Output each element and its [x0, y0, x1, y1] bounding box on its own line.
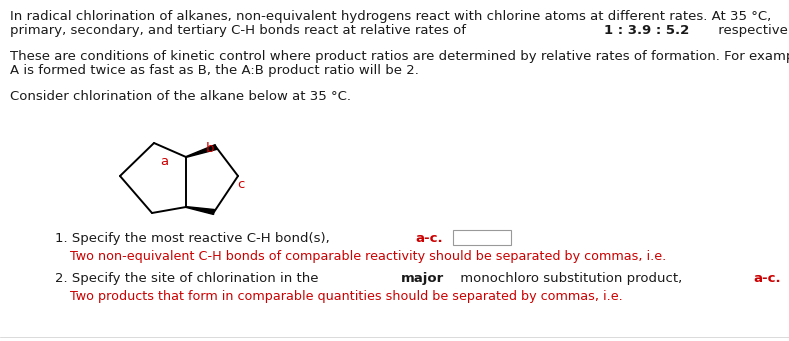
Text: 2. Specify the site of chlorination in the: 2. Specify the site of chlorination in t…	[55, 272, 323, 285]
Text: respectively.: respectively.	[714, 24, 789, 37]
Text: a-c.: a-c.	[415, 232, 443, 245]
Polygon shape	[186, 145, 217, 158]
Polygon shape	[186, 207, 215, 214]
Text: major: major	[401, 272, 443, 285]
Text: 1. Specify the most reactive C-H bond(s),: 1. Specify the most reactive C-H bond(s)…	[55, 232, 334, 245]
Text: These are conditions of kinetic control where product ratios are determined by r: These are conditions of kinetic control …	[10, 50, 789, 63]
Text: 1 : 3.9 : 5.2: 1 : 3.9 : 5.2	[604, 24, 689, 37]
Text: A is formed twice as fast as B, the A:B product ratio will be 2.: A is formed twice as fast as B, the A:B …	[10, 64, 419, 77]
Text: In radical chlorination of alkanes, non-equivalent hydrogens react with chlorine: In radical chlorination of alkanes, non-…	[10, 10, 772, 23]
Bar	[453, 230, 510, 245]
Text: b: b	[206, 142, 215, 155]
Text: a: a	[160, 155, 168, 168]
Text: monochloro substitution product,: monochloro substitution product,	[456, 272, 686, 285]
Text: Consider chlorination of the alkane below at 35 °C.: Consider chlorination of the alkane belo…	[10, 90, 351, 103]
Text: Two products that form in comparable quantities should be separated by commas, i: Two products that form in comparable qua…	[70, 290, 626, 303]
Text: a-c.: a-c.	[753, 272, 781, 285]
Text: a: a	[457, 233, 465, 246]
Text: Two non-equivalent C-H bonds of comparable reactivity should be separated by com: Two non-equivalent C-H bonds of comparab…	[70, 250, 670, 263]
Text: primary, secondary, and tertiary C-H bonds react at relative rates of: primary, secondary, and tertiary C-H bon…	[10, 24, 470, 37]
Text: c: c	[237, 178, 245, 191]
